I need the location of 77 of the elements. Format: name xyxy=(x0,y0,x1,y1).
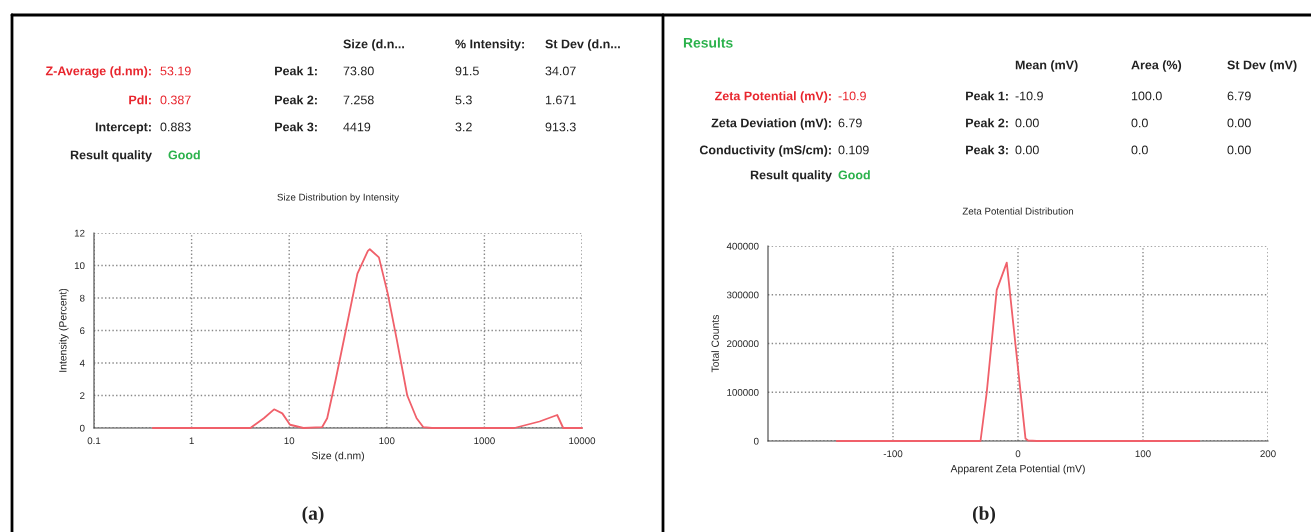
text: St Dev (mV) xyxy=(1227,60,1297,72)
text: St Dev (d.n... xyxy=(545,39,620,51)
text: 0.00 xyxy=(1227,118,1251,128)
text: Peak 1: xyxy=(966,91,1008,101)
x-tick-label: 10 xyxy=(284,437,295,445)
text: 0.0 xyxy=(1131,118,1148,128)
text: Zeta Potential (mV): xyxy=(715,91,831,103)
x-tick-label: 200 xyxy=(1260,450,1276,458)
text: -10.9 xyxy=(838,91,866,101)
text: -10.9 xyxy=(1015,91,1043,101)
text: Peak 3: xyxy=(966,145,1008,155)
text: 73.80 xyxy=(343,66,374,76)
x-tick-label: 0 xyxy=(1015,450,1021,458)
y-axis-title: Total Counts xyxy=(711,314,719,373)
text: 91.5 xyxy=(455,66,479,76)
text: Good xyxy=(168,150,200,160)
text: 0.387 xyxy=(160,95,191,105)
text: 913.3 xyxy=(545,122,576,132)
text: 6.79 xyxy=(1227,91,1251,101)
x-tick-label: 1 xyxy=(189,437,194,445)
y-axis-title: Intensity (Percent) xyxy=(58,288,69,372)
y-tick-label: 4 xyxy=(79,359,85,367)
text: Good xyxy=(838,170,870,180)
text: 0.883 xyxy=(160,122,191,132)
text: Peak 3: xyxy=(275,122,317,132)
x-tick-label: 10000 xyxy=(569,437,596,445)
x-tick-label: 0.1 xyxy=(87,437,101,445)
y-tick-label: 0 xyxy=(79,424,85,432)
text: Peak 2: xyxy=(966,118,1008,128)
chart-title: Size Distribution by Intensity xyxy=(277,193,400,203)
text: 7.258 xyxy=(343,95,374,105)
chart-title: Zeta Potential Distribution xyxy=(962,207,1074,215)
y-tick-label: 200000 xyxy=(727,340,759,348)
text: Peak 2: xyxy=(275,95,317,105)
text: 3.2 xyxy=(455,122,472,132)
text: Intercept: xyxy=(95,122,151,134)
text: 4419 xyxy=(343,122,371,132)
y-tick-label: 300000 xyxy=(726,291,759,299)
text: Results xyxy=(683,37,733,48)
x-tick-label: 1000 xyxy=(474,437,495,445)
y-tick-label: 10 xyxy=(74,262,85,270)
text: (a) xyxy=(302,506,324,524)
text: 6.79 xyxy=(838,118,862,128)
y-tick-label: 12 xyxy=(74,229,85,237)
text: Peak 1: xyxy=(275,66,317,76)
x-axis-title: Apparent Zeta Potential (mV) xyxy=(950,464,1085,475)
text: 53.19 xyxy=(160,66,191,76)
text: PdI: xyxy=(129,95,151,105)
y-tick-label: 100000 xyxy=(727,388,759,396)
text: (b) xyxy=(972,506,996,524)
y-tick-label: 2 xyxy=(80,392,85,400)
text: Result quality xyxy=(750,170,832,182)
text: Zeta Deviation (mV): xyxy=(711,118,831,130)
text: 100.0 xyxy=(1131,91,1162,101)
text: 1.671 xyxy=(545,95,576,105)
x-axis-title: Size (d.nm) xyxy=(311,451,364,462)
text: Mean (mV) xyxy=(1015,60,1078,72)
y-tick-label: 400000 xyxy=(726,242,759,250)
x-tick-label: 100 xyxy=(1135,450,1151,458)
text: Z-Average (d.nm): xyxy=(45,66,151,78)
line-series xyxy=(835,261,1201,442)
text: Area (%) xyxy=(1131,60,1182,72)
text: 0.00 xyxy=(1015,145,1039,155)
text: 0.0 xyxy=(1131,145,1148,155)
x-tick-label: 100 xyxy=(379,437,395,445)
text: 0.00 xyxy=(1227,145,1251,155)
text: Conductivity (mS/cm): xyxy=(699,145,831,157)
text: 0.109 xyxy=(838,145,869,155)
text: 34.07 xyxy=(545,66,576,76)
text: Result quality xyxy=(70,150,152,162)
text: 0.00 xyxy=(1015,118,1039,128)
text: % Intensity: xyxy=(455,39,524,51)
x-tick-label: -100 xyxy=(883,450,903,458)
y-tick-label: 6 xyxy=(80,327,85,335)
text: Size (d.n... xyxy=(343,39,404,51)
y-tick-label: 8 xyxy=(79,294,85,302)
text: 5.3 xyxy=(455,95,472,105)
